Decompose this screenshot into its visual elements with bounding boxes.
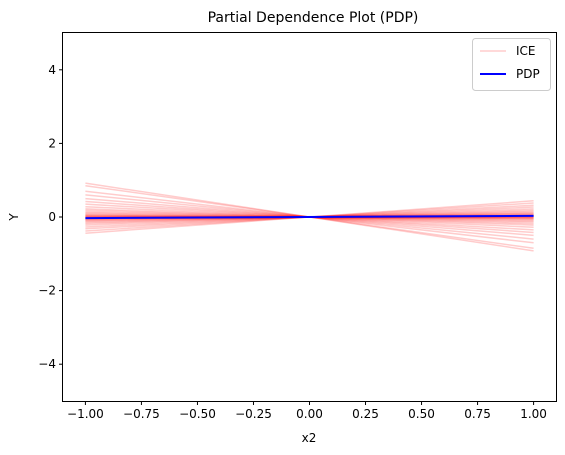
- x-axis-label: x2: [302, 431, 317, 445]
- x-tick-label: −0.25: [235, 407, 272, 421]
- x-tick-label: 0.00: [296, 407, 323, 421]
- legend-pdp-label: PDP: [516, 67, 540, 81]
- y-tick-label: 4: [48, 63, 56, 77]
- y-tick-label: −4: [38, 357, 56, 371]
- pdp-line: [85, 214, 534, 220]
- legend-ice-label: ICE: [516, 44, 536, 58]
- legend-box: [472, 38, 551, 91]
- x-tick-label: 0.25: [352, 407, 379, 421]
- x-tick-label: −0.50: [179, 407, 216, 421]
- y-tick-label: −2: [38, 284, 56, 298]
- x-tick-label: 1.00: [520, 407, 547, 421]
- x-axis: −1.00 −0.75 −0.50 −0.25 0.00 0.25 0.50 0.75 1.00: [67, 401, 547, 421]
- x-tick-label: −1.00: [67, 407, 104, 421]
- x-tick-label: 0.50: [408, 407, 435, 421]
- y-axis-label: Y: [7, 213, 21, 222]
- y-tick-label: 0: [48, 210, 56, 224]
- y-tick-label: 2: [48, 136, 56, 150]
- y-axis: −4 −2 0 2 4: [38, 63, 63, 371]
- legend: ICE PDP: [472, 38, 551, 91]
- x-tick-label: −0.75: [123, 407, 160, 421]
- x-tick-label: 0.75: [464, 407, 491, 421]
- plot-area: [85, 182, 534, 252]
- chart-title: Partial Dependence Plot (PDP): [208, 10, 419, 26]
